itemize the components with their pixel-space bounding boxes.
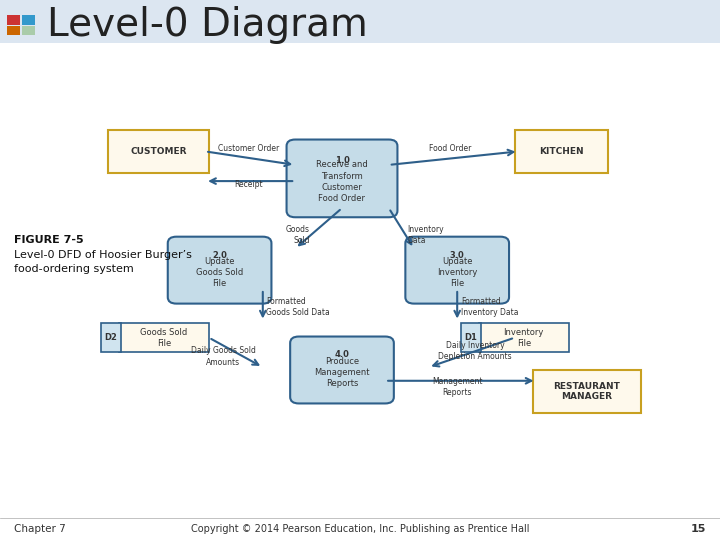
Text: 2.0: 2.0 xyxy=(212,251,227,260)
FancyBboxPatch shape xyxy=(7,26,20,36)
Text: 4.0: 4.0 xyxy=(335,350,349,360)
FancyBboxPatch shape xyxy=(405,237,509,303)
Text: Inventory
File: Inventory File xyxy=(503,328,544,348)
Text: CUSTOMER: CUSTOMER xyxy=(130,147,186,156)
FancyBboxPatch shape xyxy=(22,26,35,36)
Text: Daily Goods Sold
Amounts: Daily Goods Sold Amounts xyxy=(191,347,256,367)
Text: Update
Goods Sold
File: Update Goods Sold File xyxy=(196,257,243,288)
FancyBboxPatch shape xyxy=(119,323,209,353)
FancyBboxPatch shape xyxy=(479,323,569,353)
Text: Daily Inventory
Depletion Amounts: Daily Inventory Depletion Amounts xyxy=(438,341,512,361)
Text: Level-0 Diagram: Level-0 Diagram xyxy=(47,5,367,44)
FancyBboxPatch shape xyxy=(461,323,481,353)
Text: 1.0: 1.0 xyxy=(335,156,349,165)
Text: Level-0 DFD of Hoosier Burger’s
food-ordering system: Level-0 DFD of Hoosier Burger’s food-ord… xyxy=(14,251,192,274)
FancyBboxPatch shape xyxy=(168,237,271,303)
FancyBboxPatch shape xyxy=(108,130,209,173)
FancyBboxPatch shape xyxy=(287,139,397,217)
Text: Chapter 7: Chapter 7 xyxy=(14,524,66,534)
Text: Inventory
Data: Inventory Data xyxy=(407,225,444,245)
Text: Receipt: Receipt xyxy=(234,180,263,190)
Text: Customer Order: Customer Order xyxy=(217,144,279,153)
Text: RESTAURANT
MANAGER: RESTAURANT MANAGER xyxy=(554,382,620,401)
Text: D1: D1 xyxy=(464,333,477,342)
FancyBboxPatch shape xyxy=(22,15,35,25)
Text: D2: D2 xyxy=(104,333,117,342)
Text: Update
Inventory
File: Update Inventory File xyxy=(437,257,477,288)
Text: FIGURE 7-5: FIGURE 7-5 xyxy=(14,235,84,246)
FancyBboxPatch shape xyxy=(7,15,20,25)
Text: Goods Sold
File: Goods Sold File xyxy=(140,328,187,348)
Text: Copyright © 2014 Pearson Education, Inc. Publishing as Prentice Hall: Copyright © 2014 Pearson Education, Inc.… xyxy=(191,524,529,534)
Text: 3.0: 3.0 xyxy=(450,251,464,260)
Text: Receive and
Transform
Customer
Food Order: Receive and Transform Customer Food Orde… xyxy=(316,160,368,203)
Text: Management
Reports: Management Reports xyxy=(432,377,482,397)
FancyBboxPatch shape xyxy=(101,323,121,353)
Text: 15: 15 xyxy=(690,524,706,534)
Text: Produce
Management
Reports: Produce Management Reports xyxy=(314,357,370,388)
Text: Goods
Sold: Goods Sold xyxy=(286,225,310,245)
Text: Formatted
Goods Sold Data: Formatted Goods Sold Data xyxy=(266,297,330,317)
FancyBboxPatch shape xyxy=(533,370,641,413)
FancyBboxPatch shape xyxy=(290,336,394,403)
FancyBboxPatch shape xyxy=(0,1,720,43)
Text: Food Order: Food Order xyxy=(429,144,471,153)
Text: KITCHEN: KITCHEN xyxy=(539,147,584,156)
FancyBboxPatch shape xyxy=(515,130,608,173)
Text: Formatted
Inventory Data: Formatted Inventory Data xyxy=(461,297,518,317)
